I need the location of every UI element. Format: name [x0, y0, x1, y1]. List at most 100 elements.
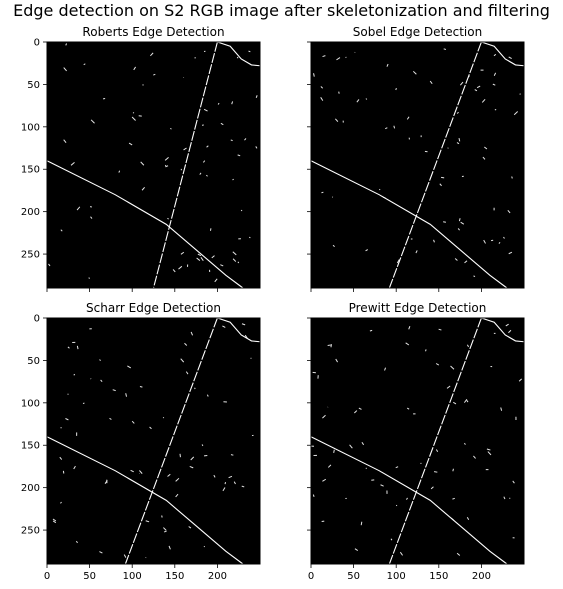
edge-fragment: [123, 554, 127, 558]
edge-fragment: [503, 236, 505, 239]
panel-title-roberts: Roberts Edge Detection: [82, 25, 225, 39]
x-tick-label: 50: [347, 571, 360, 582]
edge-fragment: [170, 127, 172, 130]
edge-speckles: [313, 48, 521, 278]
x-tick-label: 0: [308, 571, 314, 582]
edge-fragment: [333, 449, 335, 453]
edge-fragment: [493, 53, 497, 57]
edge-fragment: [73, 373, 76, 376]
edge-fragment: [406, 407, 410, 410]
edge-fragment: [327, 344, 332, 346]
edge-fragment: [109, 417, 112, 420]
edge-fragment: [498, 241, 501, 244]
edge-fragment: [199, 172, 202, 175]
edge-fragment: [508, 329, 512, 334]
edge-fragment: [65, 43, 68, 46]
edge-fragment: [249, 236, 251, 239]
edge-fragment: [454, 258, 458, 261]
edge-fragment: [443, 48, 447, 50]
edge-fragment: [217, 102, 220, 105]
edge-fragment: [453, 401, 457, 405]
y-tick-label: 150: [21, 441, 40, 452]
edge-fragment: [99, 551, 103, 554]
edge-fragment: [206, 394, 209, 397]
edge-fragment: [244, 138, 247, 141]
edge-fragment: [482, 156, 486, 160]
edge-fragment: [163, 530, 167, 533]
edge-fragment: [82, 402, 85, 404]
edge-fragment: [321, 191, 324, 194]
edge-speckles: [310, 323, 523, 556]
edge-fragment: [519, 93, 521, 95]
edge-fragment: [163, 527, 167, 531]
edge-line: [310, 160, 508, 289]
edge-fragment: [433, 239, 435, 243]
edge-fragment: [201, 444, 204, 447]
edge-fragment: [139, 470, 143, 474]
edge-fragment: [52, 520, 57, 524]
edge-fragment: [474, 89, 478, 92]
edge-fragment: [349, 444, 353, 449]
edge-fragment: [52, 518, 57, 522]
edge-fragment: [439, 183, 442, 187]
edge-line: [152, 41, 218, 289]
edge-fragment: [233, 481, 236, 485]
edge-fragment: [165, 164, 167, 168]
x-tick-label: 100: [123, 571, 142, 582]
edge-fragment: [211, 255, 215, 259]
edge-fragment: [452, 468, 454, 472]
edge-fragment: [511, 176, 513, 179]
edge-fragment: [466, 517, 470, 521]
edge-fragment: [361, 441, 365, 446]
edge-fragment: [456, 142, 460, 145]
edge-fragment: [240, 209, 243, 212]
edge-fragment: [104, 480, 108, 484]
edge-fragment: [184, 342, 188, 346]
edge-fragment: [503, 496, 506, 500]
edge-fragment: [67, 393, 69, 395]
edge-fragment: [435, 363, 440, 366]
edge-fragment: [214, 278, 218, 283]
edge-fragment: [406, 497, 408, 500]
edge-fragment: [481, 99, 486, 103]
edge-fragment: [203, 108, 208, 112]
edge-fragment: [232, 258, 237, 262]
panel-prewitt: 0 50 100 150 200: [307, 317, 525, 582]
edge-fragment: [231, 101, 234, 105]
figure-title: Edge detection on S2 RGB image after ske…: [13, 1, 550, 20]
edge-fragment: [430, 486, 434, 490]
edge-fragment: [385, 127, 388, 130]
edge-fragment: [241, 323, 246, 326]
y-tick-label: 250: [21, 526, 40, 537]
edge-fragment: [175, 493, 179, 498]
edge-fragment: [150, 52, 154, 57]
panel-roberts: 0 50 100 150 200 250: [21, 38, 261, 292]
edge-fragment: [327, 464, 332, 468]
edge-fragment: [180, 358, 185, 363]
edge-fragment: [162, 417, 165, 419]
edge-fragment: [131, 116, 136, 121]
edge-fragment: [90, 119, 95, 124]
edge-fragment: [380, 484, 384, 487]
edge-fragment: [128, 142, 133, 146]
edge-fragment: [354, 548, 359, 551]
edge-fragment: [484, 146, 488, 150]
edge-fragment: [230, 454, 234, 456]
edge-fragment: [399, 551, 404, 556]
edge-fragment: [175, 477, 180, 482]
panel-scharr: 0 50 100 150 200 250 0 50 100 150 200: [21, 314, 261, 582]
image-area: [47, 318, 260, 564]
edge-fragment: [201, 124, 204, 126]
edge-fragment: [429, 80, 433, 85]
edge-fragment: [141, 186, 146, 191]
edge-line: [46, 160, 244, 289]
edge-fragment: [168, 545, 171, 550]
edge-line: [388, 317, 482, 565]
edge-fragment: [332, 244, 335, 248]
edge-fragment: [369, 329, 373, 332]
edge-fragment: [443, 221, 446, 223]
edge-fragment: [188, 526, 192, 529]
edge-speckles: [48, 43, 258, 283]
edge-fragment: [456, 111, 459, 114]
edge-fragment: [384, 367, 387, 371]
